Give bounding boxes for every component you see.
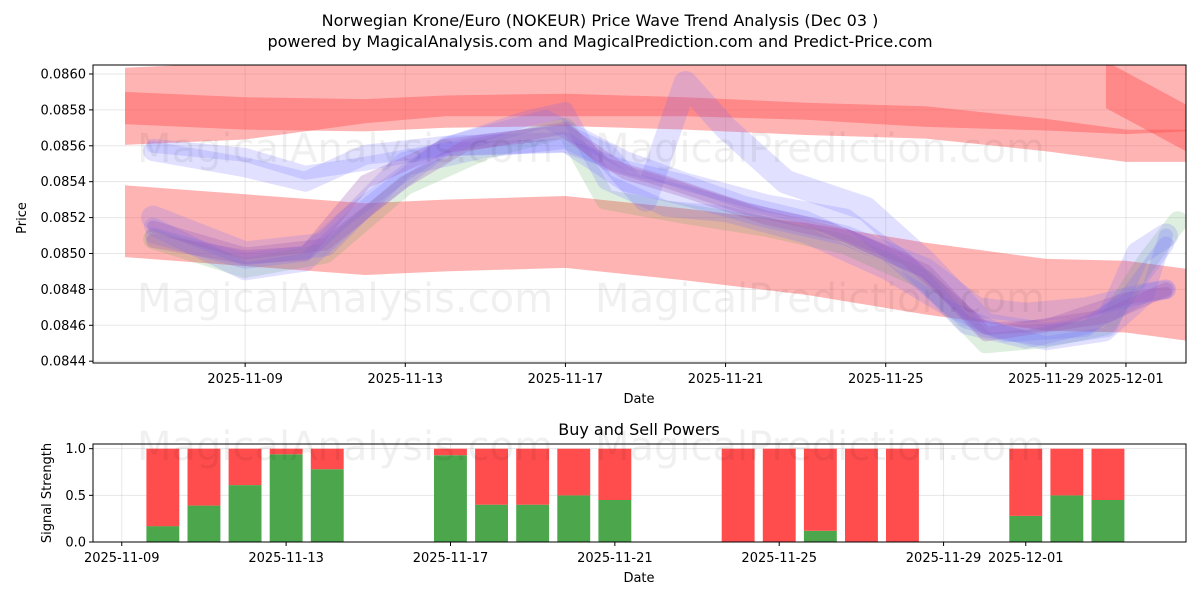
green-wave-1 — [143, 117, 1186, 354]
sell-bar — [721, 448, 755, 542]
bottom-x-tick-label: 2025-11-17 — [413, 551, 489, 566]
top-grid — [93, 65, 1186, 363]
top-x-ticks: 2025-11-09 2025-11-13 2025-11-17 2025-11-21… — [207, 363, 1164, 387]
red-trend-band-1 — [125, 65, 1186, 145]
top-x-tick-label: 2025-11-29 — [1008, 372, 1084, 387]
blue-wave-2 — [145, 101, 1174, 343]
purple-wave-1 — [146, 124, 1173, 342]
sell-bar — [886, 448, 919, 542]
bottom-bars — [146, 448, 1125, 542]
buy-bar — [269, 454, 303, 542]
top-x-tick-label: 2025-11-25 — [848, 372, 924, 387]
sell-bar — [557, 448, 591, 496]
buy-bar — [598, 500, 632, 542]
sell-bar — [803, 448, 837, 531]
top-y-tick-label: 0.0860 — [41, 67, 87, 82]
bottom-x-axis-label: Date — [623, 571, 654, 586]
sell-bar — [310, 448, 344, 470]
bottom-x-ticks: 2025-11-09 2025-11-13 2025-11-17 2025-11-21… — [84, 542, 1064, 566]
bottom-x-tick-label: 2025-11-21 — [577, 551, 653, 566]
sell-bar — [845, 448, 878, 542]
chart-subtitle: powered by MagicalAnalysis.com and Magic… — [267, 32, 932, 51]
sell-bar — [516, 448, 550, 505]
buy-bar — [1091, 500, 1125, 542]
buy-bar — [1050, 495, 1084, 542]
top-y-tick-label: 0.0854 — [41, 175, 87, 190]
buy-bar — [187, 505, 221, 542]
watermark-prediction-bottom: MagicalPrediction.com — [595, 424, 1045, 470]
red-trend-band-2 — [125, 91, 1186, 162]
top-y-tick-label: 0.0844 — [41, 355, 87, 370]
top-y-axis-label: Price — [15, 202, 30, 234]
purple-wave-2 — [147, 121, 1172, 335]
top-x-axis-label: Date — [623, 392, 654, 407]
bottom-y-tick-label: 1.0 — [65, 442, 86, 457]
watermark-analysis-top: MagicalAnalysis.com — [137, 126, 553, 172]
top-x-tick-label: 2025-11-13 — [368, 372, 444, 387]
top-x-tick-label: 2025-11-17 — [528, 372, 604, 387]
bottom-x-tick-label: 2025-12-01 — [988, 551, 1064, 566]
sell-bar — [146, 448, 180, 527]
red-trend-band-3 — [1105, 65, 1186, 152]
bottom-y-axis-label: Signal Strength — [40, 443, 55, 543]
buy-bar — [516, 504, 550, 542]
sell-bar — [434, 448, 467, 456]
blue-wave-1 — [143, 132, 1176, 323]
bottom-x-tick-label: 2025-11-09 — [84, 551, 160, 566]
sell-bar — [1009, 448, 1043, 516]
bottom-y-tick-label: 0.5 — [65, 489, 86, 504]
top-y-tick-label: 0.0856 — [41, 139, 87, 154]
sell-bar — [187, 448, 221, 506]
sell-bar — [1091, 448, 1125, 500]
top-x-tick-label: 2025-11-09 — [207, 372, 283, 387]
bottom-plot-frame — [92, 443, 1187, 543]
buy-bar — [803, 530, 837, 542]
watermark-prediction-top: MagicalPrediction.com — [595, 126, 1045, 172]
watermark-prediction-mid: MagicalPrediction.com — [595, 276, 1045, 322]
red-trend-band-4 — [125, 185, 1186, 341]
top-plot-area — [125, 65, 1186, 354]
sell-bar — [598, 448, 632, 500]
bottom-x-tick-label: 2025-11-25 — [741, 551, 817, 566]
buy-bar — [310, 469, 344, 542]
sell-bar — [762, 448, 796, 542]
bottom-watermarks: MagicalAnalysis.com MagicalPrediction.co… — [137, 424, 1045, 470]
sell-bar — [1050, 448, 1084, 496]
watermark-analysis-bottom: MagicalAnalysis.com — [137, 424, 553, 470]
top-y-tick-label: 0.0858 — [41, 103, 87, 118]
buy-sell-powers-chart: Buy and Sell Powers MagicalAnalysis.com … — [40, 420, 1187, 586]
top-x-tick-label: 2025-12-01 — [1088, 372, 1164, 387]
top-y-tick-label: 0.0850 — [41, 247, 87, 262]
chart-title: Norwegian Krone/Euro (NOKEUR) Price Wave… — [322, 11, 879, 30]
top-x-tick-label: 2025-11-21 — [688, 372, 764, 387]
blue-wave-5 — [144, 109, 1175, 349]
buy-bar — [228, 485, 262, 542]
sell-bar — [269, 448, 303, 455]
sell-bar — [228, 448, 262, 486]
buy-bar — [1009, 515, 1043, 542]
bottom-y-tick-label: 0.0 — [65, 536, 86, 551]
blue-wave-3 — [141, 71, 1178, 347]
buy-bar — [557, 495, 591, 542]
blue-wave-4 — [146, 138, 1173, 351]
bottom-x-tick-label: 2025-11-29 — [906, 551, 982, 566]
top-watermarks: MagicalAnalysis.com MagicalPrediction.co… — [137, 126, 1045, 322]
top-plot-frame — [92, 64, 1187, 364]
buy-bar — [434, 455, 467, 542]
bottom-chart-title: Buy and Sell Powers — [558, 420, 720, 439]
sell-bar — [475, 448, 508, 505]
top-y-tick-label: 0.0846 — [41, 319, 87, 334]
price-wave-chart: MagicalAnalysis.com MagicalPrediction.co… — [15, 64, 1187, 407]
top-y-tick-label: 0.0852 — [41, 211, 87, 226]
bottom-y-ticks: 0.0 0.5 1.0 — [65, 442, 93, 551]
buy-bar — [475, 504, 508, 542]
buy-bar — [146, 526, 180, 542]
top-y-ticks: 0.0844 0.0846 0.0848 0.0850 0.0852 0.0854 0.08… — [41, 67, 93, 370]
bottom-x-tick-label: 2025-11-13 — [248, 551, 324, 566]
watermark-analysis-mid: MagicalAnalysis.com — [137, 276, 553, 322]
top-y-tick-label: 0.0848 — [41, 283, 87, 298]
